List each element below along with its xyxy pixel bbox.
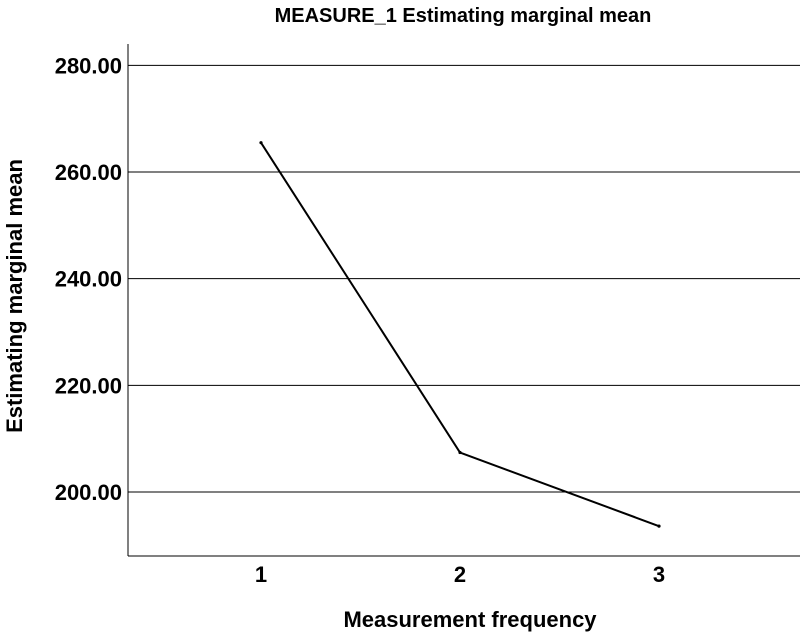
y-tick-label: 200.00	[55, 480, 122, 505]
y-tick-label: 240.00	[55, 267, 122, 292]
series-line	[260, 142, 660, 528]
x-axis-label: Measurement frequency	[343, 607, 597, 632]
grid	[128, 64, 800, 493]
data-point	[458, 450, 462, 455]
y-tick-label: 280.00	[55, 53, 122, 78]
series	[259, 141, 661, 528]
y-tick-label: 260.00	[55, 160, 122, 185]
data-point	[259, 141, 263, 145]
y-tick-label: 220.00	[55, 373, 122, 398]
x-tick-label: 1	[255, 562, 267, 587]
y-axis-label: Estimating marginal mean	[2, 159, 27, 433]
ticks: 200.00 220.00 240.00 260.00 280.00 1 2 3	[55, 53, 665, 587]
x-tick-label: 3	[653, 562, 665, 587]
x-tick-label: 2	[454, 562, 466, 587]
data-point	[657, 524, 661, 528]
chart-title: MEASURE_1 Estimating marginal mean	[275, 5, 652, 27]
axes	[127, 44, 800, 557]
